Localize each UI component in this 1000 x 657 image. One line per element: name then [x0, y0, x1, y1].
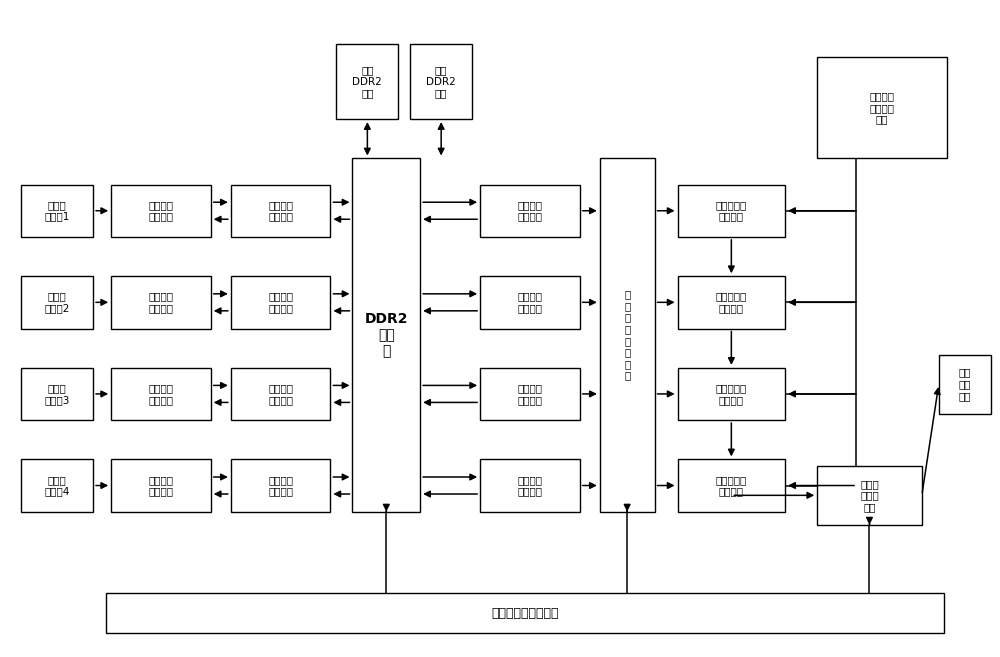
FancyBboxPatch shape	[21, 459, 93, 512]
Text: 高清视
频信号4: 高清视 频信号4	[45, 475, 70, 496]
Text: 第四视频
放大模块: 第四视频 放大模块	[517, 475, 542, 496]
FancyBboxPatch shape	[111, 368, 211, 420]
Text: DDR2
控制
器: DDR2 控制 器	[365, 312, 408, 358]
Text: 第四视频层
叠加模块: 第四视频层 叠加模块	[716, 475, 747, 496]
Text: 第一视频层
叠加模块: 第一视频层 叠加模块	[716, 200, 747, 221]
Text: 高清视频
时序控制
模块: 高清视频 时序控制 模块	[869, 91, 894, 124]
FancyBboxPatch shape	[600, 158, 655, 512]
FancyBboxPatch shape	[21, 368, 93, 420]
FancyBboxPatch shape	[111, 185, 211, 237]
Text: 第二视频层
叠加模块: 第二视频层 叠加模块	[716, 292, 747, 313]
FancyBboxPatch shape	[21, 276, 93, 328]
Text: 第二视频
放大模块: 第二视频 放大模块	[517, 292, 542, 313]
Text: 第一视频
放大模块: 第一视频 放大模块	[517, 200, 542, 221]
Text: 第二视频
缩小模块: 第二视频 缩小模块	[268, 292, 293, 313]
FancyBboxPatch shape	[231, 368, 330, 420]
Text: 高清视
频信号2: 高清视 频信号2	[45, 292, 70, 313]
FancyBboxPatch shape	[21, 185, 93, 237]
Text: 第四视频
解码模块: 第四视频 解码模块	[148, 475, 173, 496]
Text: 第一视频
缩小模块: 第一视频 缩小模块	[268, 200, 293, 221]
Text: 通
道
选
择
开
关
模
块: 通 道 选 择 开 关 模 块	[624, 290, 630, 380]
Text: 第四视频
缩小模块: 第四视频 缩小模块	[268, 475, 293, 496]
Text: 第三视频
缩小模块: 第三视频 缩小模块	[268, 383, 293, 405]
Text: 高清视
频信号3: 高清视 频信号3	[45, 383, 70, 405]
Text: 第三视频
解码模块: 第三视频 解码模块	[148, 383, 173, 405]
FancyBboxPatch shape	[111, 276, 211, 328]
Text: 第一视频
解码模块: 第一视频 解码模块	[148, 200, 173, 221]
Text: 高清视
频信号1: 高清视 频信号1	[45, 200, 70, 221]
FancyBboxPatch shape	[678, 276, 785, 328]
FancyBboxPatch shape	[352, 158, 420, 512]
FancyBboxPatch shape	[678, 368, 785, 420]
Text: 第二视频
解码模块: 第二视频 解码模块	[148, 292, 173, 313]
FancyBboxPatch shape	[817, 466, 922, 525]
FancyBboxPatch shape	[480, 368, 580, 420]
FancyBboxPatch shape	[410, 44, 472, 119]
FancyBboxPatch shape	[231, 459, 330, 512]
FancyBboxPatch shape	[111, 459, 211, 512]
FancyBboxPatch shape	[939, 355, 991, 413]
FancyBboxPatch shape	[231, 185, 330, 237]
FancyBboxPatch shape	[678, 185, 785, 237]
FancyBboxPatch shape	[480, 276, 580, 328]
FancyBboxPatch shape	[678, 459, 785, 512]
Text: 第二
DDR2
芯片: 第二 DDR2 芯片	[426, 65, 456, 98]
Text: 高清视
频合成
模块: 高清视 频合成 模块	[860, 479, 879, 512]
FancyBboxPatch shape	[231, 276, 330, 328]
FancyBboxPatch shape	[817, 57, 947, 158]
FancyBboxPatch shape	[106, 593, 944, 633]
FancyBboxPatch shape	[336, 44, 398, 119]
Text: 第三视频层
叠加模块: 第三视频层 叠加模块	[716, 383, 747, 405]
Text: 视频
信号
输出: 视频 信号 输出	[958, 367, 971, 401]
Text: 第一
DDR2
芯片: 第一 DDR2 芯片	[352, 65, 382, 98]
FancyBboxPatch shape	[480, 459, 580, 512]
Text: 第三视频
放大模块: 第三视频 放大模块	[517, 383, 542, 405]
Text: 视频模式参数控制器: 视频模式参数控制器	[491, 606, 559, 620]
FancyBboxPatch shape	[480, 185, 580, 237]
